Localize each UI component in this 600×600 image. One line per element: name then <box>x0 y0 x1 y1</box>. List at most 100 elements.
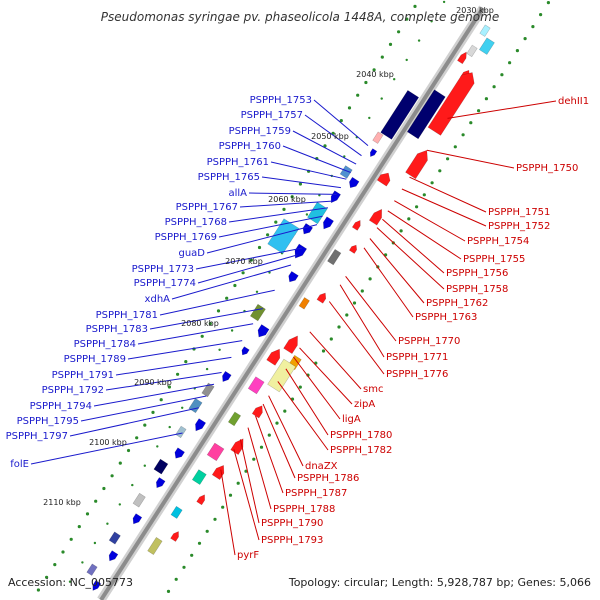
gene-label-dnaZX: dnaZX <box>305 461 338 472</box>
gc-dot <box>539 13 543 17</box>
gene-label-PSPPH_1763: PSPPH_1763 <box>415 312 477 323</box>
gc-dot <box>339 119 343 123</box>
gene-block <box>206 442 225 462</box>
gc-dot <box>118 461 122 465</box>
gc-dot <box>190 553 194 557</box>
gc-dot <box>283 409 287 413</box>
gc-dot <box>405 58 408 62</box>
gene-label-PSPPH_1750: PSPPH_1750 <box>516 163 578 174</box>
gc-dot <box>352 301 357 305</box>
gene-arrow <box>257 324 270 338</box>
gc-dot <box>216 309 221 313</box>
gc-dot <box>259 445 264 449</box>
gene-block <box>406 89 446 140</box>
leader-line <box>105 372 222 391</box>
leader-line <box>159 289 275 316</box>
gc-dot <box>469 121 473 125</box>
leader-line <box>376 227 445 290</box>
gc-dot <box>176 372 180 376</box>
leader-line <box>313 99 369 146</box>
gc-dot <box>69 537 73 541</box>
gene-label-ligA: ligA <box>342 414 361 425</box>
leader-line <box>282 145 351 173</box>
leader-line <box>339 284 385 358</box>
leader-line <box>270 161 347 180</box>
gc-dot <box>422 193 426 197</box>
gc-dot <box>442 0 446 4</box>
leader-line <box>239 200 333 208</box>
gene-arrow <box>302 223 314 235</box>
gene-block <box>108 531 121 545</box>
gc-dot <box>174 577 178 581</box>
gc-dot <box>151 410 155 414</box>
gene-label-PSPPH_1767: PSPPH_1767 <box>176 202 238 213</box>
gene-label-zipA: zipA <box>354 399 375 410</box>
gc-dot <box>200 334 204 338</box>
leader-line <box>206 224 318 254</box>
gc-dot <box>321 349 326 353</box>
gene-arrow <box>174 447 185 459</box>
gene-arrow <box>457 51 467 65</box>
gc-dot <box>345 313 349 317</box>
gene-arrow <box>283 335 298 355</box>
gc-dot <box>446 157 450 161</box>
gene-arrow <box>266 348 281 366</box>
gc-dot <box>184 360 188 364</box>
gc-dot <box>110 474 114 478</box>
gene-arrow <box>92 580 102 591</box>
tick-label: 2070 kbp <box>225 257 263 266</box>
leader-line <box>255 415 284 494</box>
gene-label-PSPPH_1783: PSPPH_1783 <box>86 324 148 335</box>
gc-dot <box>159 398 163 402</box>
gc-dot <box>430 181 434 185</box>
gc-dot <box>77 525 81 529</box>
gene-label-PSPPH_1751: PSPPH_1751 <box>488 207 550 218</box>
leader-line <box>382 218 445 274</box>
leader-line <box>239 439 260 524</box>
gc-dot <box>236 481 240 485</box>
gc-dot <box>249 258 253 262</box>
gc-dot <box>208 322 212 326</box>
leader-line <box>171 264 292 300</box>
gc-dot <box>368 116 371 120</box>
gene-label-PSPPH_1781: PSPPH_1781 <box>96 310 158 321</box>
gene-label-PSPPH_1755: PSPPH_1755 <box>463 254 525 265</box>
gene-block <box>86 563 98 576</box>
leader-line <box>409 176 487 213</box>
gc-dot <box>298 182 302 186</box>
leader-line <box>233 449 260 541</box>
gene-label-PSPPH_1761: PSPPH_1761 <box>207 157 269 168</box>
label-leaders <box>30 99 557 556</box>
gene-arrow <box>132 513 143 525</box>
gc-dot <box>53 563 57 567</box>
gene-arrow <box>348 244 357 254</box>
gene-label-PSPPH_1790: PSPPH_1790 <box>261 518 323 529</box>
gene-label-PSPPH_1795: PSPPH_1795 <box>17 416 79 427</box>
leader-line <box>220 469 236 556</box>
gc-dot <box>329 337 333 341</box>
gc-dot <box>393 78 396 81</box>
gc-dot <box>225 296 229 300</box>
gene-block <box>298 297 310 310</box>
gc-dot <box>197 541 202 545</box>
gene-label-PSPPH_1773: PSPPH_1773 <box>132 264 194 275</box>
gene-block <box>132 492 146 508</box>
gene-arrow <box>294 243 308 259</box>
tick-label: 2100 kbp <box>89 438 127 447</box>
gc-dot <box>266 233 270 237</box>
gc-dot <box>274 220 278 224</box>
gc-dot <box>85 512 90 516</box>
gene-label-PSPPH_1784: PSPPH_1784 <box>74 339 136 350</box>
gene-block <box>267 218 300 255</box>
gc-dot <box>290 195 294 199</box>
gene-label-PSPPH_1756: PSPPH_1756 <box>446 268 508 279</box>
gc-dot <box>438 169 442 173</box>
gene-label-PSPPH_1765: PSPPH_1765 <box>198 172 260 183</box>
accession-text: Accession: NC_005773 <box>8 576 133 589</box>
gc-dot <box>45 575 49 579</box>
gene-arrow <box>316 292 327 304</box>
gene-label-PSPPH_1787: PSPPH_1787 <box>285 488 347 499</box>
gc-dot <box>531 25 535 29</box>
